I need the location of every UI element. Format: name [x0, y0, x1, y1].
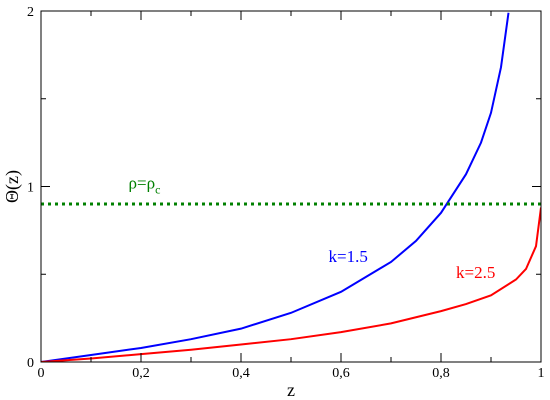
x-tick-label: 0 — [38, 366, 45, 381]
y-tick-label: 2 — [27, 5, 34, 20]
x-axis-title: z — [287, 380, 295, 400]
series-label-k-2-5: k=2.5 — [456, 263, 495, 282]
x-tick-label: 0,6 — [332, 366, 350, 381]
series-line-k-1-5 — [41, 12, 510, 362]
x-tick-label: 0,4 — [232, 366, 250, 381]
x-tick-label: 0,8 — [432, 366, 450, 381]
critical-density-label: ρ=ρc — [129, 173, 161, 196]
x-tick-label: 1 — [538, 366, 545, 381]
plot-frame — [40, 10, 542, 363]
series-label-k-1-5: k=1.5 — [329, 247, 368, 266]
x-tick-label: 0,2 — [132, 366, 150, 381]
series-line-k-2-5 — [41, 207, 541, 362]
y-tick-label: 0 — [27, 356, 34, 371]
y-tick-label: 1 — [27, 181, 34, 196]
y-axis-title: Θ(z) — [2, 170, 23, 203]
